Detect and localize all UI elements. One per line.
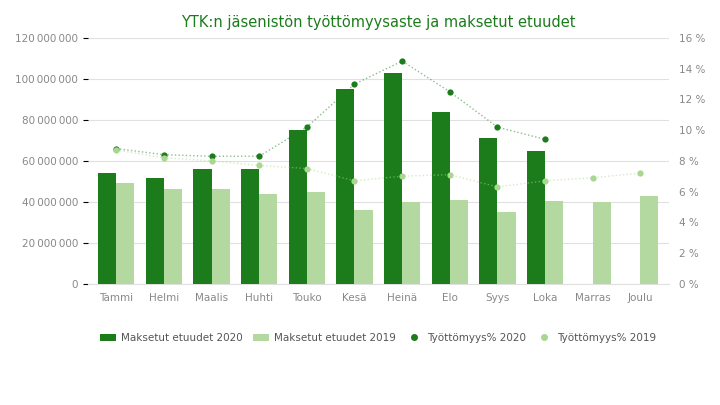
Bar bbox=[241, 169, 259, 284]
Legend: Maksetut etuudet 2020, Maksetut etuudet 2019, Työttömyys% 2020, Työttömyys% 2019: Maksetut etuudet 2020, Maksetut etuudet … bbox=[96, 329, 661, 347]
Bar bbox=[307, 192, 325, 284]
Työttömyys% 2020 bbox=[302, 125, 311, 130]
Työttömyys% 2020 bbox=[160, 152, 168, 157]
Bar bbox=[354, 210, 372, 284]
Työttömyys% 2020 bbox=[446, 90, 454, 94]
Työttömyys% 2019 bbox=[350, 178, 359, 183]
Bar bbox=[498, 212, 516, 284]
Line: Työttömyys% 2020: Työttömyys% 2020 bbox=[113, 58, 548, 160]
Bar bbox=[480, 139, 498, 284]
Bar bbox=[194, 169, 212, 284]
Työttömyys% 2020 bbox=[398, 59, 407, 64]
Bar bbox=[117, 183, 135, 284]
Työttömyys% 2019 bbox=[255, 163, 264, 168]
Bar bbox=[259, 194, 277, 284]
Työttömyys% 2020 bbox=[207, 154, 216, 159]
Bar bbox=[164, 190, 182, 284]
Työttömyys% 2019 bbox=[398, 174, 407, 179]
Bar bbox=[336, 89, 354, 284]
Bar bbox=[146, 178, 164, 284]
Työttömyys% 2019 bbox=[207, 158, 216, 163]
Työttömyys% 2020 bbox=[112, 146, 121, 151]
Bar bbox=[98, 173, 117, 284]
Title: YTK:n jäsenistön työttömyysaste ja maksetut etuudet: YTK:n jäsenistön työttömyysaste ja makse… bbox=[181, 15, 575, 30]
Työttömyys% 2019 bbox=[112, 148, 121, 153]
Bar bbox=[450, 200, 468, 284]
Työttömyys% 2019 bbox=[541, 178, 549, 183]
Työttömyys% 2019 bbox=[446, 172, 454, 177]
Bar bbox=[640, 196, 658, 284]
Bar bbox=[432, 112, 450, 284]
Työttömyys% 2020 bbox=[350, 82, 359, 87]
Bar bbox=[545, 201, 563, 284]
Bar bbox=[384, 73, 402, 284]
Bar bbox=[593, 202, 611, 284]
Työttömyys% 2020 bbox=[541, 137, 549, 142]
Line: Työttömyys% 2019: Työttömyys% 2019 bbox=[113, 147, 644, 190]
Työttömyys% 2019 bbox=[636, 171, 644, 175]
Bar bbox=[402, 202, 420, 284]
Bar bbox=[527, 151, 545, 284]
Työttömyys% 2019 bbox=[302, 166, 311, 171]
Bar bbox=[212, 190, 230, 284]
Bar bbox=[289, 130, 307, 284]
Työttömyys% 2019 bbox=[493, 185, 502, 190]
Työttömyys% 2019 bbox=[588, 175, 597, 180]
Työttömyys% 2019 bbox=[160, 156, 168, 160]
Työttömyys% 2020 bbox=[493, 125, 502, 130]
Työttömyys% 2020 bbox=[255, 154, 264, 159]
